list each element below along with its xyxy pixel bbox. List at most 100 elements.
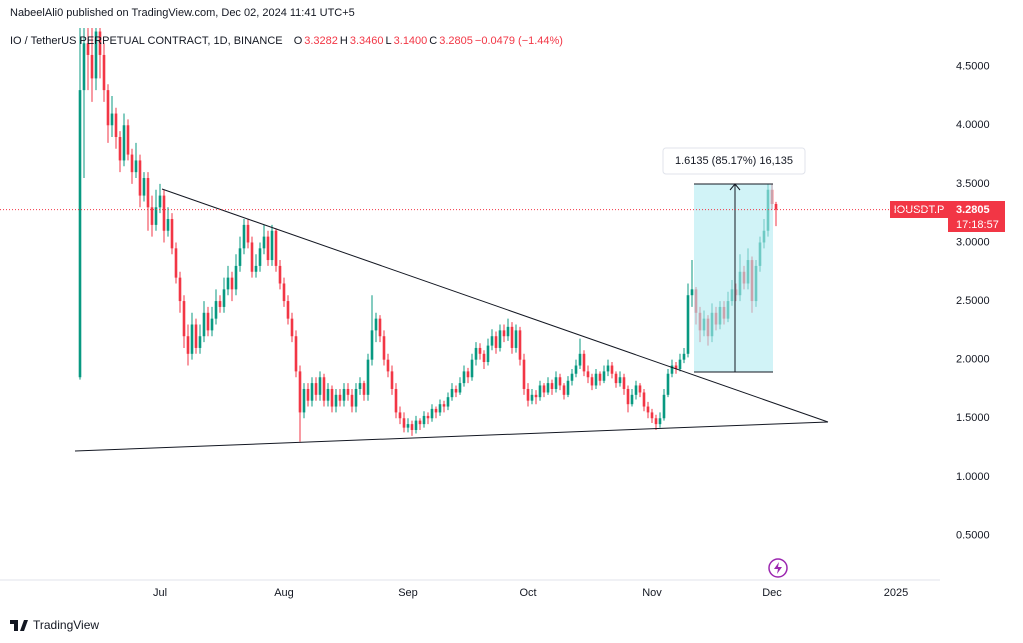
candle-body bbox=[114, 113, 118, 137]
candle-body bbox=[198, 336, 202, 348]
price-badge bbox=[948, 201, 1005, 232]
candle-body bbox=[254, 265, 258, 272]
symbol-badge bbox=[890, 201, 948, 218]
y-tick-label: 0.5000 bbox=[956, 529, 990, 541]
candle-body bbox=[582, 353, 586, 372]
candle-body bbox=[274, 230, 278, 266]
candle-body bbox=[658, 418, 662, 425]
candle-body bbox=[602, 371, 606, 381]
candle-body bbox=[598, 373, 602, 381]
candle-body bbox=[82, 43, 86, 91]
candle-body bbox=[166, 219, 170, 231]
candle-body bbox=[110, 113, 114, 126]
candle-body bbox=[538, 385, 542, 398]
candle-body bbox=[314, 383, 318, 395]
candle-body bbox=[458, 383, 462, 393]
candle-body bbox=[286, 301, 290, 319]
candle-body bbox=[358, 383, 362, 389]
ohlc-key: O bbox=[293, 35, 303, 47]
event-icon-bolt bbox=[774, 562, 782, 574]
candle-body bbox=[614, 373, 618, 384]
y-tick-label: 1.0000 bbox=[956, 471, 990, 483]
event-icon[interactable] bbox=[768, 558, 788, 578]
y-tick-label: 4.0000 bbox=[956, 119, 990, 131]
candle-body bbox=[410, 424, 414, 430]
candle-body bbox=[202, 312, 206, 337]
candle-body bbox=[418, 420, 422, 425]
candle-body bbox=[638, 385, 642, 393]
candle-body bbox=[482, 353, 486, 363]
candle-body bbox=[338, 394, 342, 401]
candle-body bbox=[566, 380, 570, 395]
symbol-badge-label: IOUSDT.P bbox=[894, 204, 945, 216]
y-tick-label: 3.5000 bbox=[956, 178, 990, 190]
candle-body bbox=[574, 365, 578, 374]
publisher: NabeelAli0 published on TradingView.com,… bbox=[10, 7, 355, 19]
candle-body bbox=[246, 224, 250, 243]
candle-body bbox=[118, 136, 122, 161]
measure-box bbox=[694, 184, 773, 372]
candle-body bbox=[690, 289, 694, 296]
candle-body bbox=[310, 383, 314, 401]
candle-body bbox=[382, 336, 386, 360]
candle-body bbox=[194, 324, 198, 348]
candle-body bbox=[278, 265, 282, 284]
candle-body bbox=[494, 336, 498, 348]
candle-body bbox=[242, 224, 246, 249]
candle-body bbox=[218, 301, 222, 307]
candle-body bbox=[434, 408, 438, 413]
candle-body bbox=[386, 359, 390, 372]
candle-body bbox=[514, 330, 518, 348]
candle-body bbox=[590, 377, 594, 386]
candle-body bbox=[526, 388, 530, 401]
candle-body bbox=[94, 31, 98, 79]
candle-body bbox=[398, 412, 402, 419]
candle-body bbox=[558, 377, 562, 386]
candle-body bbox=[266, 236, 270, 261]
x-tick-label: Oct bbox=[519, 587, 536, 599]
candle-body bbox=[186, 336, 190, 354]
candle-body bbox=[586, 371, 590, 378]
countdown: 17:18:57 bbox=[956, 219, 999, 231]
candle-body bbox=[90, 54, 94, 79]
candle-body bbox=[642, 392, 646, 407]
ohlc-value: 3.3282 bbox=[304, 35, 338, 47]
candle-body bbox=[622, 377, 626, 389]
candle-body bbox=[402, 418, 406, 428]
candle-body bbox=[170, 219, 174, 249]
candle-body bbox=[670, 365, 674, 374]
candle-body bbox=[542, 385, 546, 393]
candle-body bbox=[674, 365, 678, 370]
candle-body bbox=[130, 154, 134, 173]
candle-body bbox=[610, 365, 614, 374]
candle-body bbox=[322, 377, 326, 401]
candle-body bbox=[318, 377, 322, 395]
candle-body bbox=[630, 394, 634, 405]
candle-body bbox=[626, 388, 630, 405]
candle-body bbox=[350, 394, 354, 407]
candle-body bbox=[650, 412, 654, 419]
candle-body bbox=[190, 324, 194, 354]
candle-body bbox=[618, 377, 622, 384]
candle-body bbox=[334, 394, 338, 407]
candle-body bbox=[634, 385, 638, 395]
price-badge-label: 3.2805 bbox=[956, 204, 990, 216]
candle-body bbox=[238, 248, 242, 266]
candle-body bbox=[394, 388, 398, 413]
candle-body bbox=[378, 318, 382, 337]
candle-body bbox=[102, 54, 106, 91]
candle-body bbox=[282, 283, 286, 302]
candle-body bbox=[462, 371, 466, 384]
candle-body bbox=[666, 373, 670, 395]
x-tick-label: 2025 bbox=[884, 587, 908, 599]
candle-body bbox=[178, 277, 182, 302]
candle-body bbox=[502, 330, 506, 337]
candle-body bbox=[78, 90, 82, 378]
candle-body bbox=[230, 277, 234, 290]
candle-body bbox=[262, 236, 266, 249]
candle-body bbox=[222, 289, 226, 307]
ohlc-value: 3.1400 bbox=[393, 35, 428, 47]
candle-body bbox=[250, 242, 254, 272]
